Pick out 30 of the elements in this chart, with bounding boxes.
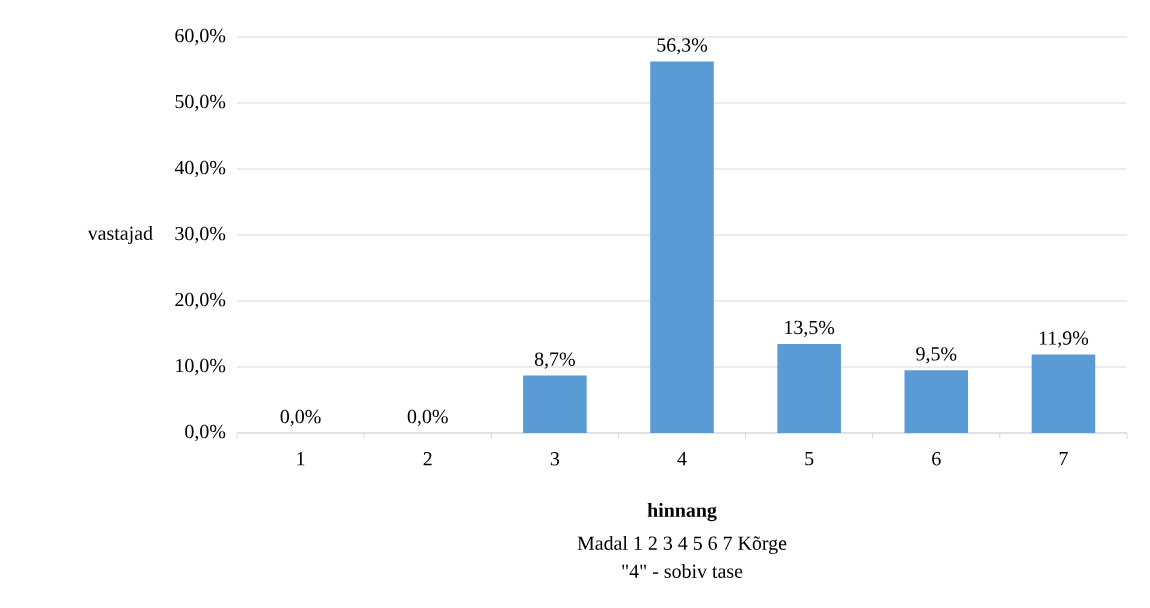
bar — [1031, 354, 1096, 433]
x-tick-label: 2 — [423, 452, 432, 466]
y-tick-label: 40,0% — [174, 160, 226, 178]
y-tick-label: 0,0% — [185, 424, 226, 442]
data-label: 11,9% — [1039, 331, 1089, 348]
x-tick-label: 1 — [297, 452, 305, 466]
x-tick-label: 5 — [805, 452, 814, 466]
bar — [904, 370, 969, 433]
data-label: 9,5% — [916, 347, 957, 364]
y-tick-label: 60,0% — [175, 28, 226, 46]
x-tick-label: 3 — [550, 452, 560, 466]
text: "4" - sobiv tase — [622, 563, 743, 578]
x-tick-label: 4 — [677, 452, 687, 466]
data-label: 56,3% — [657, 38, 708, 55]
y-tick-label: 20,0% — [175, 292, 226, 310]
y-tick-label: 10,0% — [176, 358, 226, 376]
x-tick-label: 7 — [1059, 452, 1068, 466]
y-tick-label: 30,0% — [175, 226, 226, 244]
y-axis-title: vastajad — [87, 225, 153, 245]
bar — [523, 375, 587, 433]
y-tick-label: 50,0% — [175, 94, 226, 112]
data-label: 0,0% — [280, 409, 321, 427]
x-tick-label: 6 — [932, 452, 941, 466]
data-label: 0,0% — [407, 409, 448, 427]
bar — [777, 343, 841, 433]
data-label: 13,5% — [785, 320, 835, 338]
bar — [650, 61, 714, 433]
text: Madal 1 2 3 4 5 6 7 Kõrge — [577, 535, 787, 555]
x-axis-title: hinnang — [647, 502, 717, 522]
data-label: 8,7% — [534, 352, 575, 369]
